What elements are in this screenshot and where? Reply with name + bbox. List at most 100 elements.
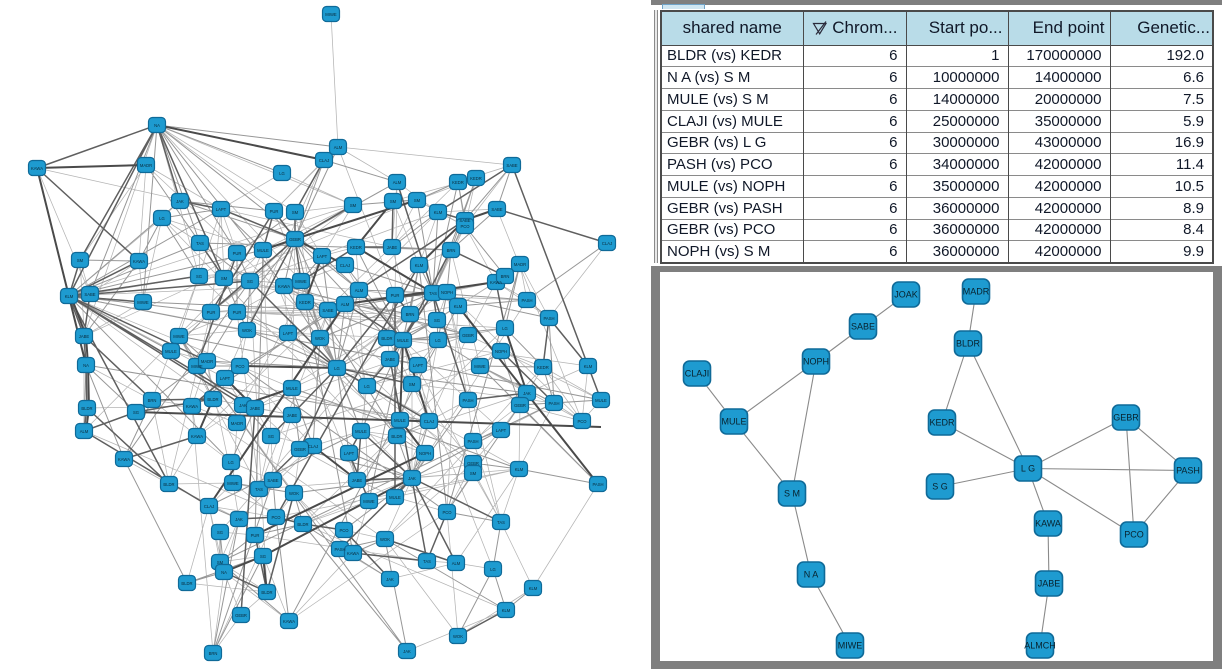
svg-text:KEDR: KEDR xyxy=(452,180,464,185)
svg-text:BRN: BRN xyxy=(447,248,456,253)
svg-text:MIWE: MIWE xyxy=(191,364,203,369)
svg-text:KLM: KLM xyxy=(502,608,511,613)
svg-text:GEBR: GEBR xyxy=(294,447,306,452)
svg-text:LAPT: LAPT xyxy=(496,428,507,433)
svg-text:SABE: SABE xyxy=(84,292,95,297)
svg-text:JAK: JAK xyxy=(386,577,394,582)
svg-text:PCO: PCO xyxy=(271,515,281,520)
svg-text:PUR: PUR xyxy=(207,310,216,315)
svg-text:SABE: SABE xyxy=(322,308,333,313)
svg-text:KEDR: KEDR xyxy=(537,365,549,370)
svg-text:SG: SG xyxy=(247,279,253,284)
svg-text:KAWA: KAWA xyxy=(278,284,290,289)
svg-text:LG: LG xyxy=(490,567,496,572)
svg-text:LAPT: LAPT xyxy=(216,207,227,212)
svg-text:MIWE: MIWE xyxy=(173,334,185,339)
svg-text:BLDR: BLDR xyxy=(163,482,174,487)
svg-text:CLAJ: CLAJ xyxy=(319,158,329,163)
svg-text:KAWA: KAWA xyxy=(283,619,295,624)
svg-text:CLAJ: CLAJ xyxy=(340,263,350,268)
svg-text:SM: SM xyxy=(77,258,84,263)
svg-text:MADR: MADR xyxy=(514,262,526,267)
svg-text:MULE: MULE xyxy=(721,416,746,426)
svg-text:BRN: BRN xyxy=(148,398,157,403)
svg-text:JABE: JABE xyxy=(250,406,261,411)
svg-text:NA: NA xyxy=(154,123,160,128)
svg-text:KAWA: KAWA xyxy=(191,434,203,439)
svg-text:PASH: PASH xyxy=(521,298,532,303)
svg-text:SG: SG xyxy=(434,318,440,323)
svg-text:CLAJI: CLAJI xyxy=(685,368,710,378)
svg-text:PASH: PASH xyxy=(548,401,559,406)
svg-text:KEDR: KEDR xyxy=(350,245,362,250)
svg-text:MIWE: MIWE xyxy=(838,640,863,650)
svg-text:BLDR: BLDR xyxy=(391,434,402,439)
svg-text:BLDR: BLDR xyxy=(81,406,92,411)
svg-text:TAS: TAS xyxy=(497,520,505,525)
svg-text:BLDR: BLDR xyxy=(181,581,192,586)
svg-text:JABE: JABE xyxy=(287,413,298,418)
svg-text:L G: L G xyxy=(1021,463,1035,473)
svg-text:MULE: MULE xyxy=(355,429,367,434)
svg-text:MULE: MULE xyxy=(595,398,607,403)
svg-text:N A: N A xyxy=(804,569,819,579)
svg-text:PCO: PCO xyxy=(1124,529,1144,539)
svg-text:CLAJ: CLAJ xyxy=(424,419,434,424)
svg-text:SM: SM xyxy=(221,276,228,281)
svg-text:PCO: PCO xyxy=(339,528,349,533)
svg-text:SM: SM xyxy=(217,560,224,565)
svg-text:S M: S M xyxy=(784,488,800,498)
svg-text:NOPH: NOPH xyxy=(441,290,453,295)
svg-text:SG: SG xyxy=(133,410,139,415)
svg-text:KAWA: KAWA xyxy=(347,551,359,556)
svg-text:KLM: KLM xyxy=(434,210,443,215)
svg-text:MIWE: MIWE xyxy=(295,279,307,284)
svg-text:S G: S G xyxy=(932,481,948,491)
svg-text:JAK: JAK xyxy=(235,517,243,522)
svg-text:TAS: TAS xyxy=(196,241,204,246)
svg-text:GEBR: GEBR xyxy=(462,333,474,338)
svg-text:SG: SG xyxy=(268,434,274,439)
svg-text:LAPT: LAPT xyxy=(220,376,231,381)
svg-text:KAWA: KAWA xyxy=(490,280,502,285)
svg-text:KAWA: KAWA xyxy=(31,166,43,171)
svg-text:JABE: JABE xyxy=(79,334,90,339)
svg-text:PASH: PASH xyxy=(543,316,554,321)
svg-text:PCO: PCO xyxy=(235,364,245,369)
svg-text:BRN: BRN xyxy=(501,274,510,279)
svg-text:KAWA: KAWA xyxy=(1035,518,1061,528)
svg-text:MULE: MULE xyxy=(394,418,406,423)
svg-text:WOK: WOK xyxy=(453,634,463,639)
svg-text:JAK: JAK xyxy=(523,391,531,396)
svg-text:PCO: PCO xyxy=(460,224,470,229)
svg-text:ALMCH: ALMCH xyxy=(1024,640,1056,650)
svg-text:KEDR: KEDR xyxy=(470,176,482,181)
svg-text:PCO: PCO xyxy=(577,419,587,424)
svg-text:BLDR: BLDR xyxy=(261,590,272,595)
svg-text:JAK: JAK xyxy=(239,403,247,408)
svg-text:LG: LG xyxy=(334,366,340,371)
svg-text:KLM: KLM xyxy=(529,586,538,591)
svg-text:LG: LG xyxy=(364,384,370,389)
svg-text:JOAK: JOAK xyxy=(894,289,918,299)
svg-text:LG: LG xyxy=(435,338,441,343)
svg-text:SABE: SABE xyxy=(491,207,502,212)
svg-text:LAPT: LAPT xyxy=(413,363,424,368)
svg-text:BLDR: BLDR xyxy=(297,522,308,527)
svg-text:SM: SM xyxy=(409,382,416,387)
svg-text:KLM: KLM xyxy=(584,364,593,369)
svg-text:LAPT: LAPT xyxy=(317,254,328,259)
svg-text:KLM: KLM xyxy=(515,467,524,472)
svg-text:PUR: PUR xyxy=(391,293,400,298)
svg-text:GEBR: GEBR xyxy=(235,613,247,618)
svg-text:GEBR: GEBR xyxy=(467,461,479,466)
svg-text:JAK: JAK xyxy=(176,199,184,204)
svg-text:PASH: PASH xyxy=(467,439,478,444)
svg-text:BRN: BRN xyxy=(406,312,415,317)
svg-text:KAWA: KAWA xyxy=(118,457,130,462)
svg-text:PUR: PUR xyxy=(251,533,260,538)
svg-text:SG: SG xyxy=(217,530,223,535)
svg-text:GEBR: GEBR xyxy=(1113,412,1139,422)
svg-text:PASH: PASH xyxy=(334,547,345,552)
svg-text:PASH: PASH xyxy=(1176,465,1200,475)
